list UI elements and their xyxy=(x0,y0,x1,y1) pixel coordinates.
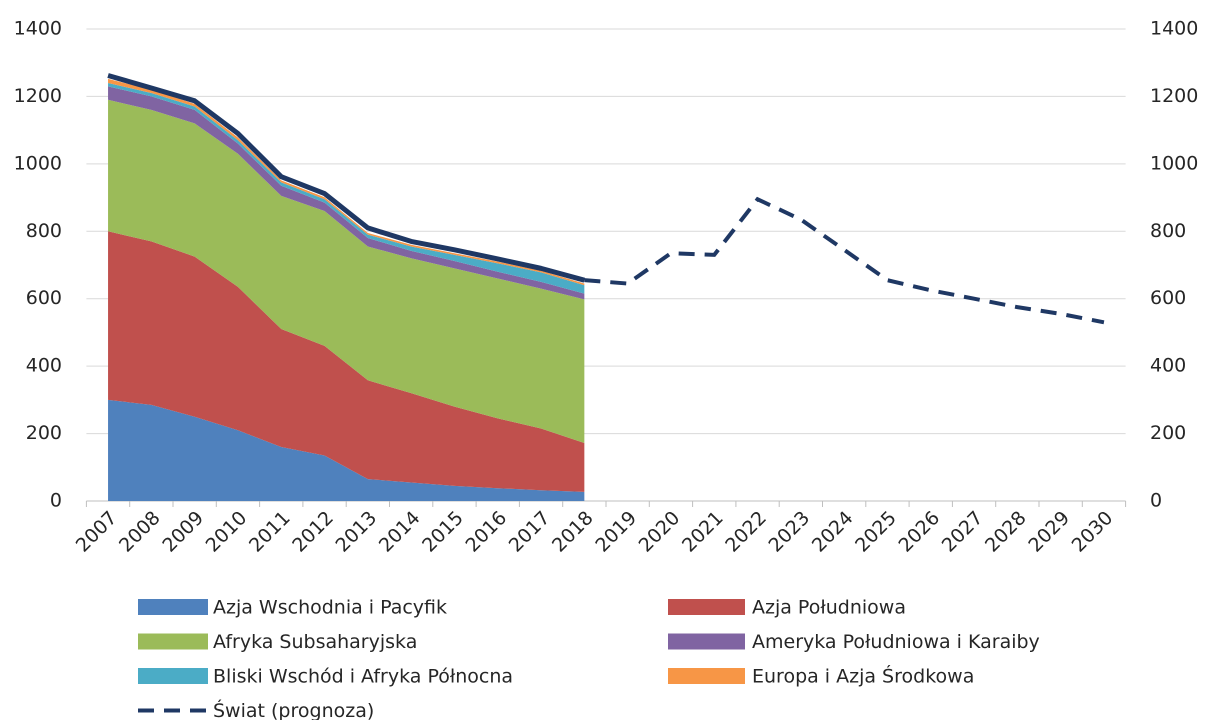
legend-label: Europa i Azja Środkowa xyxy=(752,664,974,688)
x-tick-label: 2018 xyxy=(548,507,598,557)
x-tick-label: 2019 xyxy=(591,507,641,557)
x-tick-label: 2017 xyxy=(505,507,555,557)
y2-tick-label: 1200 xyxy=(1150,85,1198,107)
x-tick-label: 2030 xyxy=(1068,507,1118,557)
y-tick-label: 1000 xyxy=(14,152,62,174)
area xyxy=(108,399,585,501)
y-tick-label: 600 xyxy=(26,287,62,309)
x-tick-label: 2027 xyxy=(938,507,988,557)
legend-label: Ameryka Południowa i Karaiby xyxy=(752,631,1040,653)
legend-label: Azja Południowa xyxy=(752,597,906,619)
y2-tick-label: 400 xyxy=(1150,355,1186,377)
y2-tick-label: 1000 xyxy=(1150,152,1198,174)
y2-tick-label: 0 xyxy=(1150,490,1162,512)
x-tick-label: 2029 xyxy=(1024,507,1074,557)
area xyxy=(108,86,585,300)
y2-tick-label: 600 xyxy=(1150,287,1186,309)
legend-swatch xyxy=(138,599,208,615)
x-tick-label: 2020 xyxy=(635,507,685,557)
y-tick-label: 400 xyxy=(26,355,62,377)
x-tick-label: 2024 xyxy=(808,507,858,557)
y-tick-label: 0 xyxy=(50,490,62,512)
y2-tick-label: 200 xyxy=(1150,422,1186,444)
y2-tick-label: 800 xyxy=(1150,220,1186,242)
x-tick-label: 2009 xyxy=(158,507,208,557)
x-tick-label: 2028 xyxy=(981,507,1031,557)
legend-label: Świat (prognoza) xyxy=(213,698,374,720)
x-tick-label: 2025 xyxy=(851,507,901,557)
area xyxy=(108,231,585,492)
x-tick-label: 2012 xyxy=(288,507,338,557)
x-tick-label: 2015 xyxy=(418,507,468,557)
x-tick-label: 2007 xyxy=(72,507,122,557)
line xyxy=(107,73,586,283)
x-tick-label: 2023 xyxy=(765,507,815,557)
area xyxy=(108,82,585,294)
legend-swatch xyxy=(138,633,208,650)
x-tick-label: 2022 xyxy=(721,507,771,557)
y-tick-label: 800 xyxy=(26,220,62,242)
y-tick-label: 1200 xyxy=(14,85,62,107)
x-tick-label: 2008 xyxy=(115,507,165,557)
legend-swatch xyxy=(668,599,745,615)
x-tick-label: 2011 xyxy=(245,507,295,557)
x-tick-label: 2013 xyxy=(332,507,382,557)
x-tick-label: 2010 xyxy=(202,507,252,557)
legend-swatch xyxy=(668,633,745,650)
area xyxy=(108,99,585,444)
legend-swatch xyxy=(668,668,745,684)
legend-label: Azja Wschodnia i Pacyfik xyxy=(213,597,447,619)
y2-tick-label: 1400 xyxy=(1150,18,1198,40)
x-tick-label: 2021 xyxy=(678,507,728,557)
area xyxy=(108,78,585,286)
x-tick-label: 2014 xyxy=(375,507,425,557)
legend-swatch xyxy=(138,668,208,684)
line-forecast xyxy=(584,196,1105,325)
x-tick-label: 2026 xyxy=(894,507,944,557)
x-tick-label: 2016 xyxy=(461,507,511,557)
legend-label: Afryka Subsaharyjska xyxy=(213,631,417,653)
y-tick-label: 1400 xyxy=(14,18,62,40)
y-tick-label: 200 xyxy=(26,422,62,444)
legend-label: Bliski Wschód i Afryka Północna xyxy=(213,666,513,688)
